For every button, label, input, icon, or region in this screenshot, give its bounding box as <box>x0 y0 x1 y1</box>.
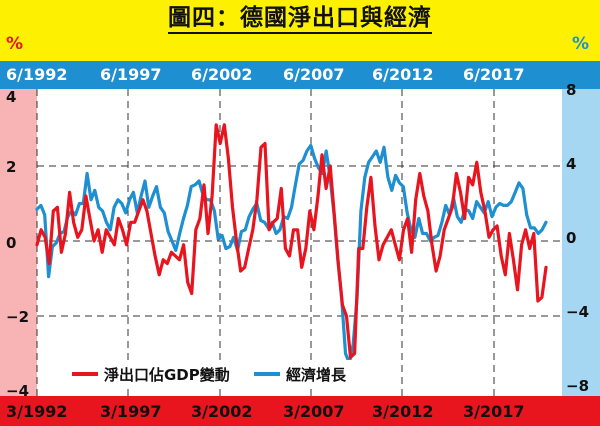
bottom-date-bar <box>0 396 600 426</box>
right-axis-unit: % <box>572 34 590 54</box>
top-x-tick: 6/1997 <box>100 65 162 84</box>
legend-label-net-exports: 淨出口佔GDP變動 <box>104 366 230 384</box>
left-y-tick: 2 <box>6 158 17 176</box>
series-lines <box>35 123 548 365</box>
top-x-tick: 6/2002 <box>191 65 253 84</box>
right-y-tick: −8 <box>566 377 590 395</box>
top-x-tick: 6/2017 <box>463 65 525 84</box>
left-y-tick: 4 <box>6 88 17 106</box>
left-axis-unit: % <box>6 34 24 54</box>
right-y-tick: 4 <box>566 155 577 173</box>
legend-background <box>68 360 368 388</box>
legend: 淨出口佔GDP變動 經濟增長 <box>68 360 368 388</box>
legend-label-growth: 經濟增長 <box>286 366 347 384</box>
right-y-tick: −4 <box>566 303 590 321</box>
net-exports-line <box>35 123 548 359</box>
left-y-tick: 0 <box>6 234 17 252</box>
bottom-x-tick: 3/2007 <box>283 402 345 421</box>
bottom-x-tick: 3/2012 <box>372 402 434 421</box>
bottom-x-tick: 3/1997 <box>100 402 162 421</box>
right-y-tick: 8 <box>566 81 577 99</box>
left-y-tick: −2 <box>6 308 30 326</box>
top-date-bar <box>0 61 600 89</box>
top-x-tick: 6/1992 <box>6 65 68 84</box>
growth-line <box>35 143 548 365</box>
bottom-x-tick: 3/2017 <box>463 402 525 421</box>
chart-title: 圖四：德國淨出口與經濟 <box>0 4 600 34</box>
right-axis-band <box>562 89 600 396</box>
left-axis-band <box>0 89 37 396</box>
left-y-tick: −4 <box>6 382 30 400</box>
bottom-x-tick: 3/2002 <box>191 402 253 421</box>
bottom-x-tick: 3/1992 <box>6 402 68 421</box>
right-y-tick: 0 <box>566 229 577 247</box>
top-x-tick: 6/2007 <box>283 65 345 84</box>
top-x-tick: 6/2012 <box>372 65 434 84</box>
